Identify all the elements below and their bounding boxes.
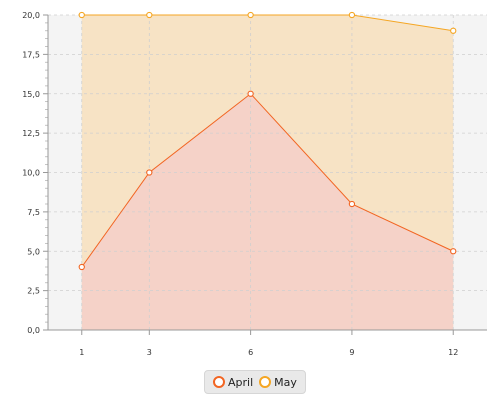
y-tick-label: 5,0 <box>27 247 40 256</box>
data-point-april[interactable] <box>247 90 254 97</box>
y-tick-label: 0,0 <box>27 326 40 335</box>
data-point-april[interactable] <box>78 263 85 271</box>
x-tick-label: 1 <box>79 348 84 357</box>
x-tick-label: 9 <box>349 348 354 357</box>
legend-item-april[interactable]: April <box>213 376 253 389</box>
data-point-may[interactable] <box>450 27 457 34</box>
x-tick-label: 12 <box>448 348 458 357</box>
x-tick-label: 6 <box>248 348 253 357</box>
data-point-april[interactable] <box>450 248 457 255</box>
y-tick-label: 10,0 <box>22 169 40 178</box>
legend-swatch-may <box>259 376 272 388</box>
legend-swatch-april <box>213 376 225 388</box>
y-tick-label: 7,5 <box>27 208 40 217</box>
data-point-may[interactable] <box>348 11 356 19</box>
y-tick-label: 20,0 <box>22 11 40 20</box>
y-tick-label: 17,5 <box>22 50 40 59</box>
area-fill-april <box>81 93 454 330</box>
data-point-may[interactable] <box>78 11 85 19</box>
data-point-may[interactable] <box>247 11 254 19</box>
legend-item-may[interactable]: May <box>259 376 297 389</box>
data-point-april[interactable] <box>146 169 153 176</box>
data-point-may[interactable] <box>146 11 153 19</box>
data-point-april[interactable] <box>348 200 356 208</box>
chart-legend: April May <box>204 370 306 394</box>
y-tick-label: 12,5 <box>22 129 40 138</box>
y-tick-label: 2,5 <box>27 287 40 296</box>
y-tick-label: 15,0 <box>22 90 40 99</box>
x-tick-label: 3 <box>147 348 152 357</box>
legend-label-may: May <box>274 375 297 389</box>
legend-label-april: April <box>228 375 254 389</box>
